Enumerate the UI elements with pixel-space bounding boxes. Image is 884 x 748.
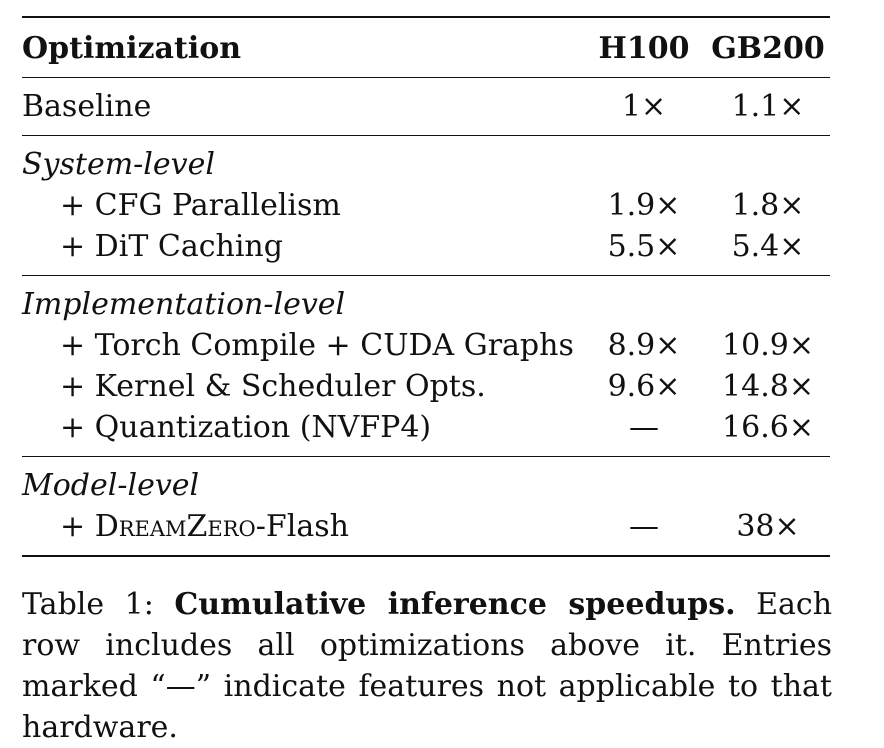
group-header-implementation: Implementation-level xyxy=(22,275,830,325)
row-gb200-value: 5.4× xyxy=(731,229,805,264)
row-label: + CFG Parallelism xyxy=(60,188,341,223)
caption-prefix: Table 1: xyxy=(22,587,175,622)
row-h100-value: 9.6× xyxy=(607,369,681,404)
speedup-table: Optimization H100 GB200 Baseline 1× 1.1×… xyxy=(22,16,830,557)
table-caption: Table 1: Cumulative inference speedups. … xyxy=(22,584,832,748)
caption-title: Cumulative inference speedups. xyxy=(174,587,736,622)
table-header-row: Optimization H100 GB200 xyxy=(22,16,830,78)
row-gb200-value: 38× xyxy=(706,506,830,557)
row-label: Baseline xyxy=(22,89,152,124)
group-title: Implementation-level xyxy=(22,275,830,325)
group-header-system: System-level xyxy=(22,135,830,185)
table-row-baseline: Baseline 1× 1.1× xyxy=(22,78,830,136)
model-name: DreamZero xyxy=(94,509,256,544)
row-h100-value: — xyxy=(629,410,659,445)
table-row: + Torch Compile + CUDA Graphs 8.9× 10.9× xyxy=(22,325,830,366)
row-h100-value: 8.9× xyxy=(607,328,681,363)
header-gb200: GB200 xyxy=(706,16,830,78)
header-optimization: Optimization xyxy=(22,16,582,78)
row-label-prefix: + xyxy=(60,509,95,544)
group-title: Model-level xyxy=(22,456,830,506)
table-row: + Quantization (NVFP4) — 16.6× xyxy=(22,407,830,457)
row-gb200-value: 1.8× xyxy=(731,188,805,223)
row-label: + Kernel & Scheduler Opts. xyxy=(60,369,486,404)
row-h100-value: 1.9× xyxy=(607,188,681,223)
row-label-suffix: -Flash xyxy=(255,509,349,544)
row-h100-value: — xyxy=(582,506,706,557)
header-h100: H100 xyxy=(582,16,706,78)
row-gb200-value: 16.6× xyxy=(722,410,814,445)
row-gb200-value: 1.1× xyxy=(731,89,805,124)
table-row: + DreamZero-Flash — 38× xyxy=(22,506,830,557)
group-title: System-level xyxy=(22,135,830,185)
speedup-table-container: Optimization H100 GB200 Baseline 1× 1.1×… xyxy=(22,16,830,557)
row-gb200-value: 14.8× xyxy=(722,369,814,404)
row-h100-value: 5.5× xyxy=(607,229,681,264)
group-header-model: Model-level xyxy=(22,456,830,506)
table-row: + Kernel & Scheduler Opts. 9.6× 14.8× xyxy=(22,366,830,407)
row-gb200-value: 10.9× xyxy=(722,328,814,363)
row-label: + DiT Caching xyxy=(60,229,283,264)
row-h100-value: 1× xyxy=(621,89,667,124)
row-label: + DreamZero-Flash xyxy=(22,506,582,557)
caption-text: Each row includes all optimizations abov… xyxy=(22,587,833,745)
table-row: + CFG Parallelism 1.9× 1.8× xyxy=(22,185,830,226)
table-row: + DiT Caching 5.5× 5.4× xyxy=(22,226,830,276)
row-label: + Quantization (NVFP4) xyxy=(60,410,432,445)
row-label: + Torch Compile + CUDA Graphs xyxy=(60,328,574,363)
